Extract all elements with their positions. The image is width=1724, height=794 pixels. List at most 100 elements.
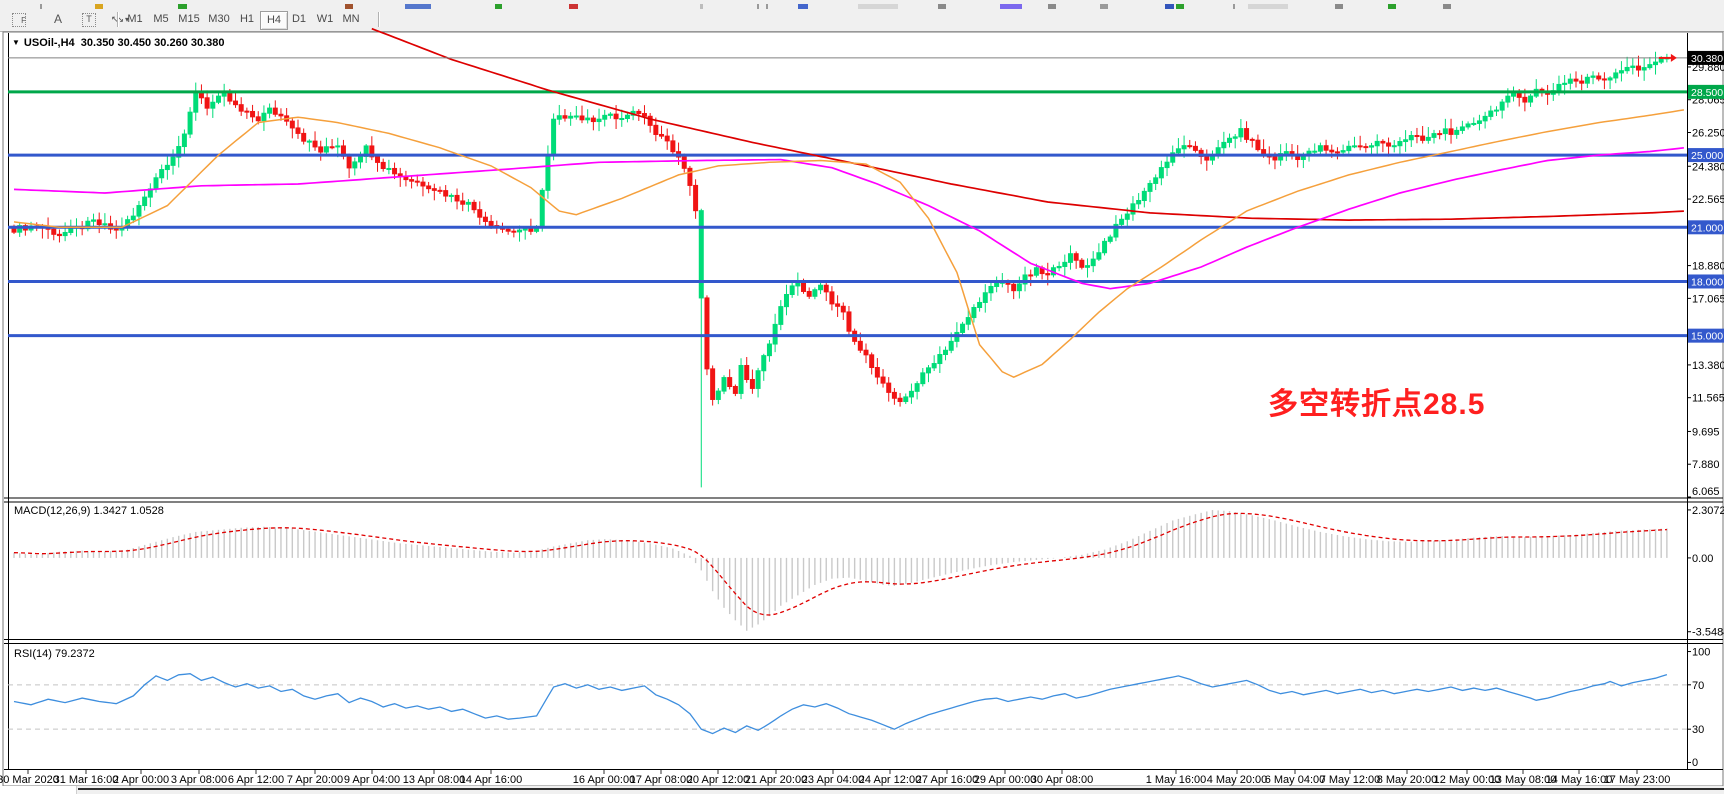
candle-body bbox=[221, 92, 227, 97]
icon-fragment bbox=[1165, 4, 1174, 9]
icon-fragment bbox=[858, 4, 898, 9]
candle-body bbox=[1459, 126, 1465, 131]
candle-body bbox=[1386, 142, 1392, 147]
candle-body bbox=[556, 115, 562, 120]
candle-body bbox=[301, 132, 307, 142]
timeframe-button-w1[interactable]: W1 bbox=[316, 13, 334, 25]
candle-body bbox=[176, 146, 182, 158]
timeframe-button-m1[interactable]: M1 bbox=[127, 13, 143, 25]
candle-body bbox=[62, 231, 68, 237]
price-badge-label: 15.000 bbox=[1691, 331, 1723, 343]
candle-body bbox=[681, 156, 687, 169]
candle-body bbox=[238, 104, 244, 112]
candle-body bbox=[1584, 76, 1590, 84]
price-badge bbox=[1688, 84, 1724, 99]
icon-fragment bbox=[1176, 4, 1184, 9]
candle-body bbox=[925, 367, 931, 374]
timeframe-button-d1[interactable]: D1 bbox=[291, 13, 307, 25]
bottom-scroll-strip bbox=[0, 786, 1724, 794]
candle-body bbox=[528, 228, 534, 232]
marquee-tool-button[interactable]: F bbox=[6, 11, 32, 28]
candle-body bbox=[590, 117, 596, 123]
timeframe-button-m15[interactable]: M15 bbox=[178, 13, 200, 25]
rsi-axis[interactable]: 100 70 30 0 bbox=[1687, 647, 1710, 769]
price-tick-label: 7.880 bbox=[1692, 459, 1720, 471]
candle-body bbox=[1607, 77, 1613, 81]
candle-body bbox=[17, 225, 23, 233]
label-tool-button[interactable]: T bbox=[76, 11, 102, 28]
candle-body bbox=[306, 140, 312, 143]
icon-fragment bbox=[766, 4, 768, 9]
price-tick-label: 17.065 bbox=[1692, 293, 1724, 305]
candle-body bbox=[1579, 80, 1585, 84]
timeframe-button-m30[interactable]: M30 bbox=[208, 13, 230, 25]
level-lines[interactable] bbox=[8, 90, 1687, 338]
candle-body bbox=[511, 230, 517, 233]
price-axis[interactable]: 29.88028.06526.25024.38022.56520.89518.8… bbox=[1687, 50, 1724, 498]
candle-body bbox=[1618, 70, 1624, 74]
timeframe-button-m5[interactable]: M5 bbox=[153, 13, 169, 25]
candle-body bbox=[1471, 122, 1477, 125]
rsi-line bbox=[13, 673, 1668, 735]
candle-body bbox=[874, 367, 880, 378]
date-tick-label: 12 May 00:00 bbox=[1434, 774, 1501, 786]
chart-title-ohlc: 30.350 30.450 30.260 30.380 bbox=[80, 37, 225, 49]
candle-body bbox=[857, 340, 863, 351]
candle-body bbox=[1028, 274, 1034, 277]
toolbar-cropped-icons-row bbox=[0, 0, 1724, 10]
candle-body bbox=[1232, 136, 1238, 139]
candle-body bbox=[465, 201, 471, 205]
timeframe-button-h1[interactable]: H1 bbox=[239, 13, 255, 25]
candle-body bbox=[1357, 145, 1363, 148]
candle-body bbox=[204, 97, 210, 109]
icon-fragment bbox=[700, 4, 703, 9]
price-badge-label: 25.000 bbox=[1691, 150, 1723, 162]
candle-body bbox=[1482, 115, 1488, 122]
candle-body bbox=[289, 120, 295, 129]
candle-body bbox=[659, 133, 665, 137]
candle-body bbox=[130, 215, 136, 221]
macd-axis[interactable]: 2.3072 0.00 -3.5484 bbox=[1687, 505, 1724, 639]
candle-body bbox=[1067, 253, 1073, 263]
candle-body bbox=[170, 156, 176, 166]
candle-body bbox=[965, 317, 971, 325]
candle-body bbox=[602, 114, 608, 120]
date-tick-label: 24 Apr 12:00 bbox=[859, 774, 921, 786]
candle-body bbox=[886, 382, 892, 393]
date-tick-label: 2 Apr 00:00 bbox=[113, 774, 169, 786]
candle-body bbox=[829, 291, 835, 305]
label-box-icon: T bbox=[82, 12, 96, 27]
candle-body bbox=[1414, 135, 1420, 138]
horizontal-scrollbar[interactable] bbox=[78, 788, 1724, 790]
text-tool-button[interactable]: A bbox=[46, 11, 70, 28]
candle-body bbox=[1425, 136, 1431, 141]
icon-fragment bbox=[178, 4, 187, 9]
candle-body bbox=[698, 210, 704, 299]
price-tick-label: 9.695 bbox=[1692, 426, 1720, 438]
candle-body bbox=[687, 167, 693, 186]
timeframe-button-h4[interactable]: H4 bbox=[260, 11, 288, 30]
candle-body bbox=[1488, 110, 1494, 117]
candle-body bbox=[806, 290, 812, 297]
icon-fragment bbox=[495, 4, 502, 9]
panel-borders bbox=[4, 33, 1723, 770]
candle-body bbox=[1141, 190, 1147, 202]
icon-fragment bbox=[1048, 4, 1056, 9]
candle-body bbox=[545, 154, 551, 191]
candle-body bbox=[1085, 265, 1091, 268]
macd-signal-line bbox=[13, 512, 1667, 616]
scroll-corner-box bbox=[0, 786, 77, 794]
candle-body bbox=[636, 110, 642, 115]
toolbar-separator bbox=[378, 12, 380, 27]
candle-body bbox=[994, 282, 1000, 287]
candle-body bbox=[585, 117, 591, 121]
candle-body bbox=[891, 391, 897, 399]
collapse-chart-icon[interactable]: ▼ bbox=[12, 38, 20, 47]
timeframe-button-mn[interactable]: MN bbox=[342, 13, 360, 25]
candle-body bbox=[1175, 148, 1181, 154]
candle-body bbox=[1454, 129, 1460, 135]
candle-body bbox=[1022, 274, 1028, 285]
